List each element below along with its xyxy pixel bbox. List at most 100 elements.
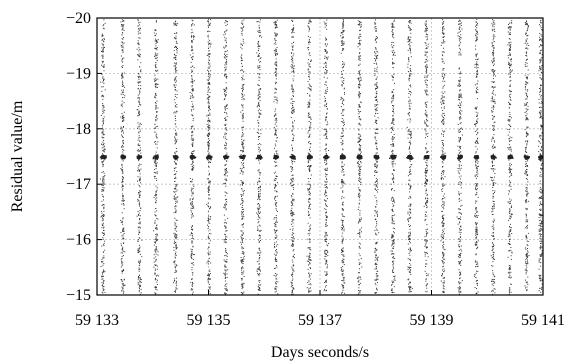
data-point [192,52,194,54]
data-point [258,115,260,117]
data-point [223,34,225,36]
data-point [173,191,175,193]
data-point [207,36,209,38]
data-point [292,261,294,263]
data-point [209,63,211,65]
data-point [275,145,277,147]
data-point [141,256,143,258]
data-point [174,32,175,34]
data-point [138,231,140,233]
data-point [208,278,210,280]
data-point [243,208,245,210]
data-point [139,186,141,188]
data-point [309,227,311,229]
data-point [175,112,177,114]
data-point [241,272,243,274]
data-point [243,247,245,249]
data-point [243,139,245,141]
data-point [100,266,102,267]
data-point [138,226,140,228]
data-point [191,233,193,235]
data-point [175,81,177,83]
data-point [292,272,294,274]
data-point [139,223,141,225]
data-point [308,205,310,207]
data-point [258,196,260,198]
data-point [208,218,209,220]
data-point [138,101,140,103]
data-point [156,227,158,229]
data-point [122,116,124,118]
data-point [102,261,104,263]
data-point [309,133,311,135]
data-point [154,74,156,76]
data-point [174,111,176,113]
data-point [240,60,242,62]
data-point [292,213,294,215]
data-point [358,219,360,221]
data-point [259,193,261,195]
data-point [208,88,210,90]
data-point [155,65,157,67]
data-point [357,195,359,197]
data-point [343,66,345,67]
data-point [139,190,140,192]
data-point [341,157,343,159]
data-point [176,270,177,272]
data-point [242,133,244,135]
data-point [155,246,157,247]
data-point [123,269,124,271]
data-point [101,39,103,41]
data-point [291,32,293,34]
data-point [155,275,157,277]
data-point [138,124,140,126]
data-point [309,230,311,232]
data-point [121,46,123,48]
data-point [139,104,141,106]
data-point [292,31,294,33]
data-point [156,224,158,226]
data-point [325,153,327,155]
data-point [122,176,123,178]
data-point [241,84,243,86]
data-point [121,166,123,168]
data-point [309,55,311,57]
data-point [308,117,310,119]
data-point [208,104,210,106]
data-point [138,137,140,139]
data-point [224,64,226,66]
data-point [275,259,277,260]
data-point [139,261,141,263]
data-point [210,207,212,209]
data-point [139,24,141,26]
data-point [274,258,276,260]
data-point [258,94,260,96]
data-point [156,239,158,241]
data-point [104,148,106,150]
data-point [259,241,260,243]
data-point [342,149,344,151]
data-point [343,30,345,32]
data-point [258,116,260,118]
data-point [224,108,226,110]
data-point [326,267,328,269]
data-point [325,66,327,68]
data-point [243,19,245,21]
data-point [102,215,104,217]
data-point [102,49,104,51]
data-point [241,194,243,196]
data-point [155,43,157,45]
data-point [103,24,105,26]
data-point [191,35,192,37]
data-point [326,130,328,132]
data-point [293,71,295,72]
data-point [156,281,158,283]
data-point [224,219,226,221]
data-point [225,169,227,171]
data-point [259,254,261,256]
data-point [309,278,311,280]
data-point [155,29,157,31]
data-point [175,205,177,207]
data-point [276,49,277,51]
data-point [192,120,194,122]
